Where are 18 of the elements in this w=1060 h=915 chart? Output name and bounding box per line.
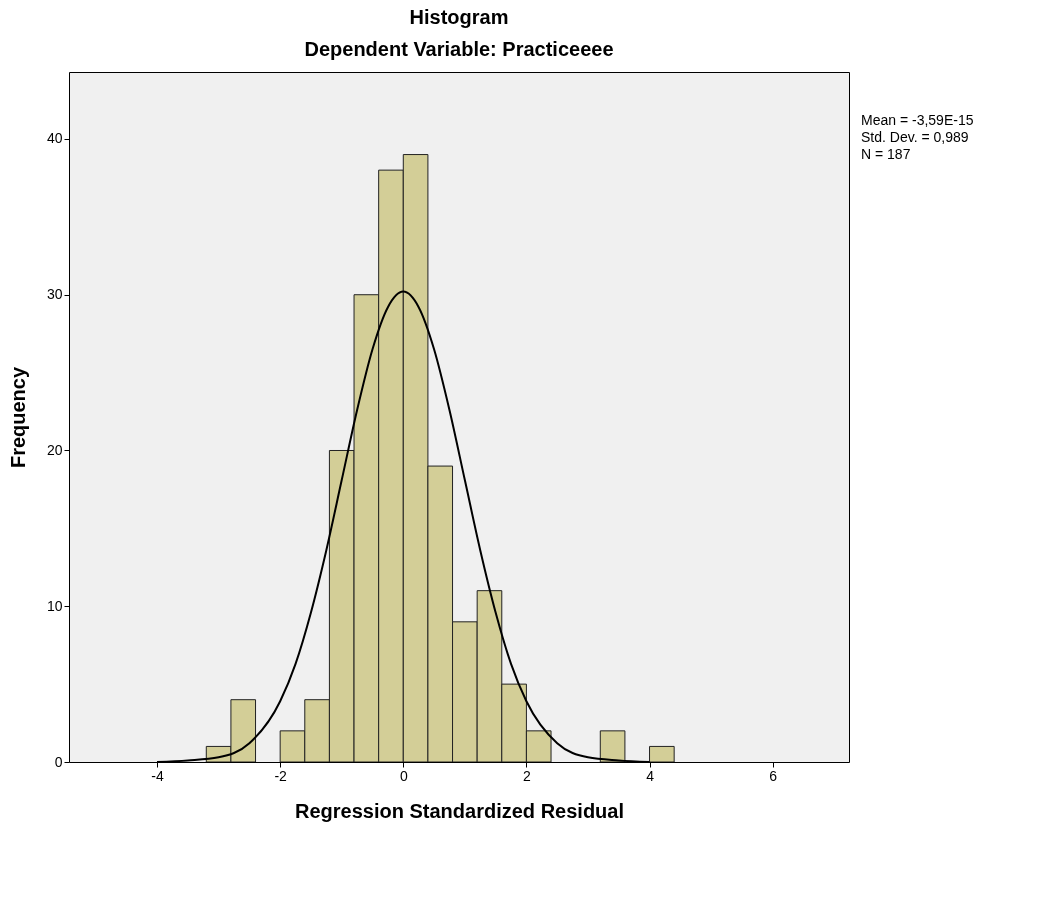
chart-title: Histogram — [409, 6, 509, 28]
text: Mean = -3,59E-15 — [861, 112, 974, 128]
x-tick-label: 0 — [399, 767, 408, 784]
y-tick-label: 20 — [46, 441, 63, 458]
x-tick-label: 4 — [646, 767, 655, 784]
x-tick-label: -2 — [274, 767, 288, 784]
x-tick-label: 6 — [769, 767, 778, 784]
text: Std. Dev. = 0,989 — [861, 129, 969, 145]
text: N = 187 — [861, 146, 911, 162]
y-tick-label: 0 — [54, 753, 63, 770]
x-tick-label: 2 — [523, 767, 532, 784]
y-tick-label: 30 — [46, 286, 63, 303]
chart-subtitle: Dependent Variable: Practiceeee — [304, 38, 614, 60]
x-tick-label: -4 — [151, 767, 164, 784]
y-axis-title: Frequency — [6, 366, 29, 469]
x-axis-title: Regression Standardized Residual — [295, 799, 624, 822]
y-tick-label: 40 — [46, 130, 63, 147]
y-tick-label: 10 — [46, 597, 63, 614]
